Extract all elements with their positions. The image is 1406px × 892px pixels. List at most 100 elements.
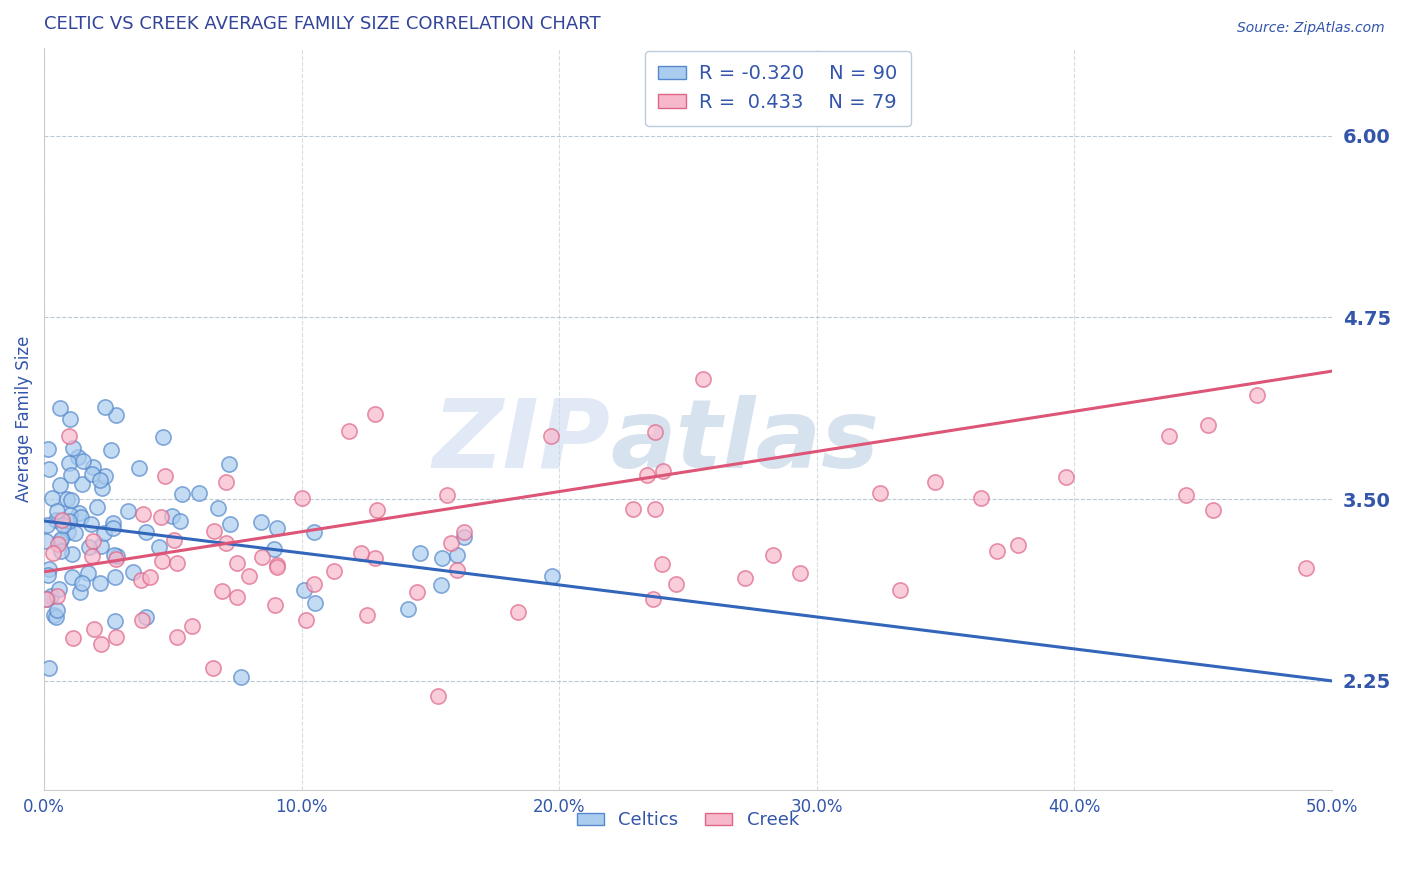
Point — [117, 504, 139, 518]
Point — [148, 541, 170, 555]
Point — [131, 613, 153, 627]
Point — [172, 486, 194, 500]
Point — [218, 458, 240, 472]
Point — [970, 491, 993, 505]
Point — [135, 610, 157, 624]
Point — [238, 569, 260, 583]
Point — [294, 582, 316, 597]
Point — [46, 504, 69, 518]
Point — [506, 605, 529, 619]
Point — [541, 569, 564, 583]
Point — [44, 607, 66, 622]
Point — [48, 582, 70, 597]
Point — [72, 454, 94, 468]
Point — [69, 585, 91, 599]
Point — [1175, 488, 1198, 502]
Point — [37, 568, 59, 582]
Point — [427, 689, 450, 703]
Point — [62, 442, 84, 456]
Point — [364, 550, 387, 565]
Point — [67, 450, 90, 465]
Point — [430, 550, 453, 565]
Point — [51, 513, 73, 527]
Point — [152, 430, 174, 444]
Point — [924, 475, 946, 490]
Text: ZIP: ZIP — [433, 395, 610, 488]
Point — [366, 502, 388, 516]
Point — [644, 425, 666, 439]
Point — [621, 502, 644, 516]
Point — [762, 548, 785, 562]
Legend: Celtics, Creek: Celtics, Creek — [569, 804, 807, 837]
Point — [166, 630, 188, 644]
Point — [58, 429, 80, 443]
Point — [100, 442, 122, 457]
Point — [104, 614, 127, 628]
Point — [869, 485, 891, 500]
Point — [80, 517, 103, 532]
Point — [1246, 388, 1268, 402]
Point — [35, 591, 58, 606]
Point — [986, 543, 1008, 558]
Point — [1007, 538, 1029, 552]
Point — [122, 566, 145, 580]
Point — [49, 533, 72, 548]
Point — [440, 536, 463, 550]
Point — [83, 623, 105, 637]
Point — [63, 526, 86, 541]
Point — [204, 524, 226, 539]
Point — [56, 524, 79, 539]
Point — [1197, 417, 1219, 432]
Point — [211, 583, 233, 598]
Point — [651, 464, 673, 478]
Point — [46, 537, 69, 551]
Point — [46, 589, 69, 603]
Point — [163, 533, 186, 548]
Point — [82, 459, 104, 474]
Point — [226, 556, 249, 570]
Point — [93, 400, 115, 414]
Point — [94, 468, 117, 483]
Point — [153, 469, 176, 483]
Point — [337, 425, 360, 439]
Point — [734, 571, 756, 585]
Point — [396, 602, 419, 616]
Point — [252, 550, 274, 565]
Point — [150, 554, 173, 568]
Point — [105, 549, 128, 563]
Point — [150, 510, 173, 524]
Point — [70, 477, 93, 491]
Point — [453, 524, 475, 539]
Point — [49, 478, 72, 492]
Point — [49, 533, 72, 547]
Point — [139, 570, 162, 584]
Point — [60, 570, 83, 584]
Text: atlas: atlas — [610, 395, 880, 488]
Point — [86, 500, 108, 514]
Point — [41, 491, 63, 505]
Point — [408, 545, 430, 559]
Point — [89, 575, 111, 590]
Point — [1157, 428, 1180, 442]
Point — [105, 552, 128, 566]
Point — [215, 475, 238, 489]
Point — [105, 408, 128, 422]
Point — [38, 462, 60, 476]
Point — [58, 456, 80, 470]
Point — [349, 546, 371, 560]
Point — [202, 661, 225, 675]
Point — [69, 509, 91, 524]
Point — [302, 524, 325, 539]
Point — [226, 590, 249, 604]
Point — [889, 583, 911, 598]
Point — [35, 592, 58, 607]
Point — [90, 481, 112, 495]
Point — [169, 514, 191, 528]
Point — [51, 518, 73, 533]
Point — [356, 607, 378, 622]
Point — [304, 595, 326, 609]
Point — [302, 577, 325, 591]
Point — [295, 613, 318, 627]
Point — [35, 517, 58, 532]
Point — [35, 534, 58, 549]
